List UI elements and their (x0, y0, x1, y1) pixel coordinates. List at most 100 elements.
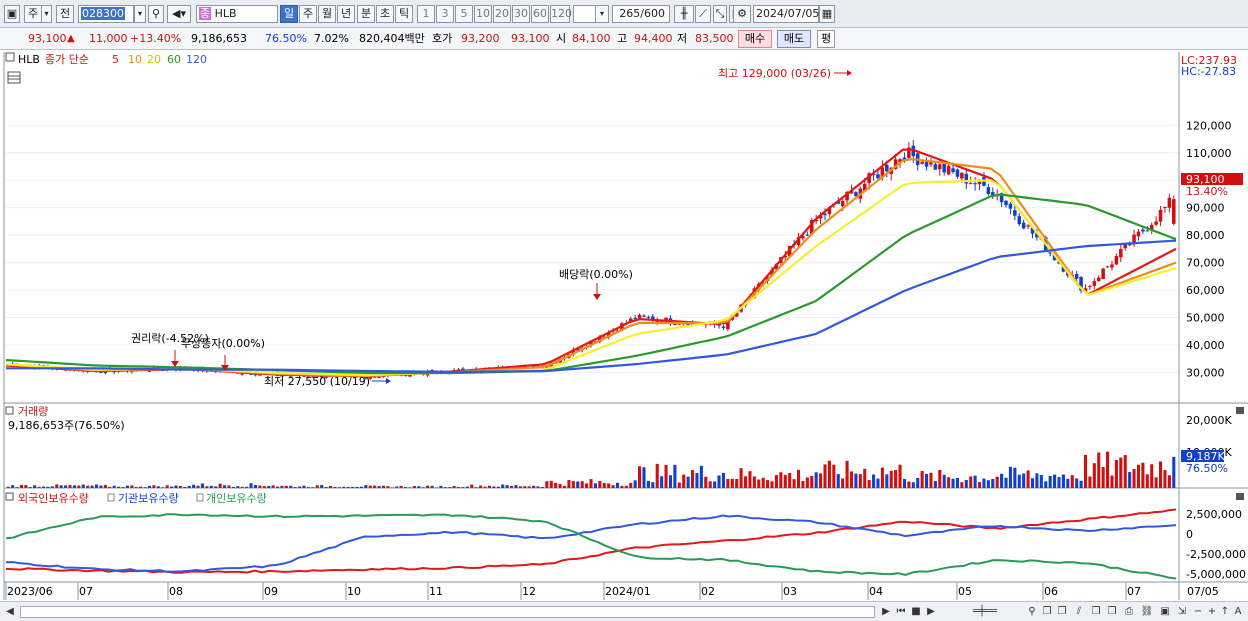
candle-body (368, 377, 373, 379)
buy-button[interactable]: 매수 (738, 30, 772, 48)
copy-icon[interactable]: ❐ (1091, 606, 1101, 617)
draw-icon[interactable]: ⟋ (695, 5, 711, 23)
volume-bar (19, 484, 23, 488)
period-month[interactable]: 월 (318, 5, 336, 23)
volume-bar (381, 485, 386, 488)
print-icon[interactable]: ⎙ (1125, 606, 1133, 617)
search-zoom-icon[interactable]: ⚲ (1028, 606, 1036, 617)
period-minute[interactable]: 분 (357, 5, 375, 23)
interval-60[interactable]: 60 (531, 5, 549, 23)
candle-body (377, 376, 381, 378)
period-second[interactable]: 초 (376, 5, 394, 23)
volume-bar (995, 476, 999, 488)
layout-icon[interactable]: ▣ (4, 5, 20, 23)
volume-bar (342, 486, 346, 488)
legend-box-icon[interactable] (5, 52, 15, 62)
interval-30[interactable]: 30 (512, 5, 530, 23)
eval-button[interactable]: 평 (817, 30, 835, 48)
export-icon[interactable]: ⇲ (1177, 606, 1187, 617)
count-field[interactable]: 265/600 (612, 5, 670, 23)
volume-box-icon[interactable] (5, 406, 14, 415)
count-max: /600 (640, 7, 665, 20)
rewind-icon[interactable]: ⏮ (896, 606, 906, 617)
table-icon[interactable] (7, 71, 21, 84)
interval-10[interactable]: 10 (474, 5, 492, 23)
code-dropdown-icon[interactable]: ▾ (134, 5, 146, 23)
period-day[interactable]: 일 (280, 5, 298, 23)
date-tick-label: 11 (429, 585, 443, 598)
interval-120[interactable]: 120 (550, 5, 572, 23)
market-dropdown-icon[interactable]: ▾ (42, 5, 52, 23)
interval-1[interactable]: 1 (417, 5, 435, 23)
image-icon[interactable]: ▣ (1160, 606, 1170, 617)
volume-bar (766, 480, 770, 488)
volume-bar (682, 474, 686, 488)
scroll-left-icon[interactable]: ◀ (6, 606, 14, 617)
search-icon[interactable]: ⚲ (148, 5, 164, 23)
period-year[interactable]: 년 (337, 5, 355, 23)
volume-bar (1004, 477, 1008, 488)
volume-bar (726, 478, 730, 488)
chart-scrollbar[interactable]: ◀ ▶ ⏮ ■ ▶ ═╪══ ⚲ ❐ ❐ ⫽ ❐ ❐ ⎙ ⛓ ▣ ⇲ − + ↑… (0, 601, 1248, 621)
period-tick[interactable]: 틱 (395, 5, 413, 23)
volume-bar (59, 485, 63, 488)
volume-bar (1172, 456, 1176, 488)
volume-bar (770, 481, 774, 488)
interval-3[interactable]: 3 (436, 5, 454, 23)
candle-body (302, 375, 306, 377)
volume-bar (1123, 455, 1127, 488)
font-icon[interactable]: A (1234, 606, 1242, 617)
candle-body (633, 317, 637, 319)
volume-bar (262, 486, 266, 488)
volume-bar (1167, 475, 1171, 488)
volume-bar (465, 486, 469, 488)
volume-bar (196, 485, 200, 488)
volume-bar (41, 486, 46, 488)
sell-button[interactable]: 매도 (777, 30, 811, 48)
market-select[interactable]: 주 (24, 5, 42, 23)
candle-icon[interactable]: ╫ (674, 5, 694, 23)
period-week[interactable]: 주 (299, 5, 317, 23)
candle-body (381, 375, 386, 377)
volume-bar (646, 480, 650, 488)
code-input[interactable]: 028300 (78, 5, 134, 23)
volume-bar (125, 485, 129, 488)
stop-icon[interactable]: ■ (911, 606, 921, 617)
volume-close-icon[interactable] (1236, 407, 1244, 414)
window-icon[interactable]: ❐ (1042, 606, 1052, 617)
holdings-close-icon[interactable] (1236, 493, 1244, 500)
candle-body (147, 370, 152, 372)
prev-button[interactable]: 전 (56, 5, 74, 23)
interval-5[interactable]: 5 (455, 5, 473, 23)
copy2-icon[interactable]: ❐ (1107, 606, 1117, 617)
interval-dropdown-icon[interactable]: ▾ (595, 5, 609, 23)
window2-icon[interactable]: ❐ (1057, 606, 1067, 617)
link-icon[interactable]: ⛓ (1140, 606, 1154, 617)
calendar-icon[interactable]: ▦ (819, 5, 835, 23)
gear-icon[interactable]: ⚙ (733, 5, 751, 23)
arrow-up-icon[interactable]: ↑ (1220, 606, 1230, 617)
scroll-track[interactable] (20, 606, 875, 618)
volume-bar (757, 479, 761, 488)
holdings-box-icon[interactable] (5, 492, 14, 501)
institution-box-icon[interactable] (107, 493, 115, 502)
sound-icon[interactable]: ◀▾ (167, 5, 191, 23)
individual-box-icon[interactable] (196, 493, 204, 502)
scroll-right-icon[interactable]: ▶ (882, 606, 890, 617)
zoom-out-icon[interactable]: − (1193, 606, 1203, 617)
candle-body (929, 161, 933, 165)
interval-20[interactable]: 20 (493, 5, 511, 23)
zoom-slider[interactable]: ═╪══ (972, 606, 998, 617)
stock-name-field[interactable]: 종 HLB (196, 5, 278, 23)
chart-toggle-icon[interactable]: ⫽ (1076, 606, 1082, 617)
volume-bar (532, 485, 536, 488)
volume-bar (545, 481, 549, 488)
volume-bar (880, 467, 884, 488)
volume-bar (779, 472, 783, 488)
date-input[interactable]: 2024/07/05 (753, 5, 819, 23)
expand-icon[interactable]: ⤡ (713, 5, 727, 23)
candle-body (734, 312, 739, 317)
volume-bar (1141, 462, 1145, 488)
zoom-in-icon[interactable]: + (1207, 606, 1217, 617)
play-icon[interactable]: ▶ (927, 606, 935, 617)
